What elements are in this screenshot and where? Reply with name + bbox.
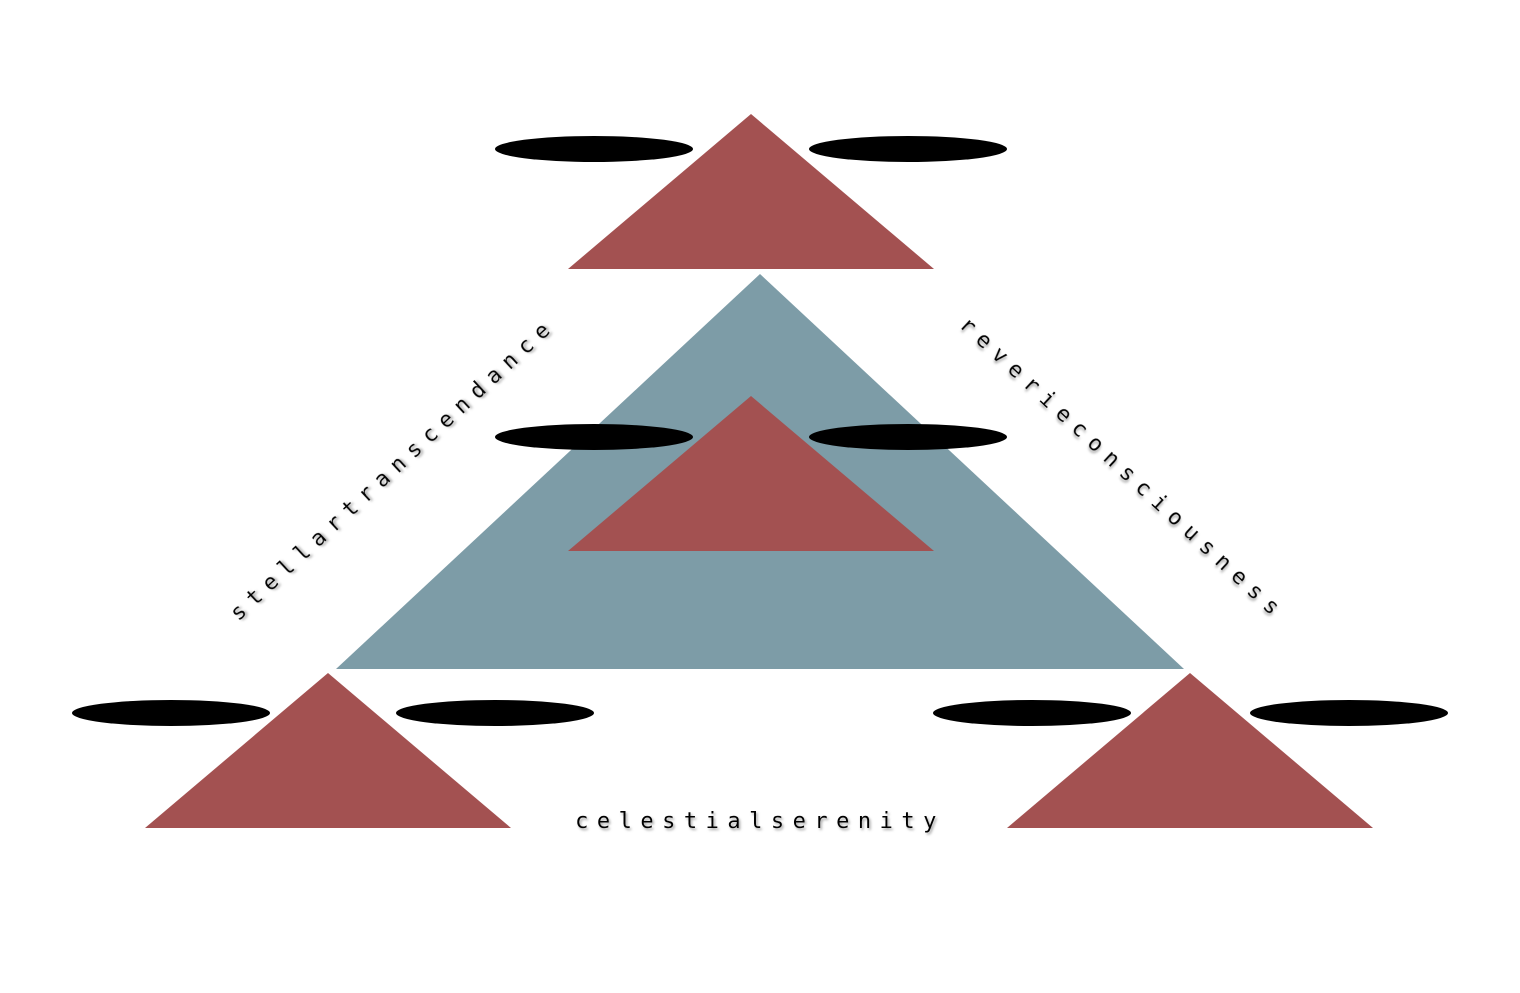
ellipse-bottom-left-left [72, 700, 270, 726]
ellipse-bottom-right-right [1250, 700, 1448, 726]
small-triangle-center [568, 396, 934, 551]
small-triangle-bottom-right [1007, 673, 1373, 828]
ellipse-center-left [495, 424, 693, 450]
ellipse-bottom-right-left [933, 700, 1131, 726]
small-triangle-top [568, 114, 934, 269]
ellipse-top-left [495, 136, 693, 162]
ellipse-center-right [809, 424, 1007, 450]
small-triangle-bottom-left [145, 673, 511, 828]
ellipse-top-right [809, 136, 1007, 162]
ellipse-bottom-left-right [396, 700, 594, 726]
label-bottom: celestialserenity [575, 809, 945, 834]
